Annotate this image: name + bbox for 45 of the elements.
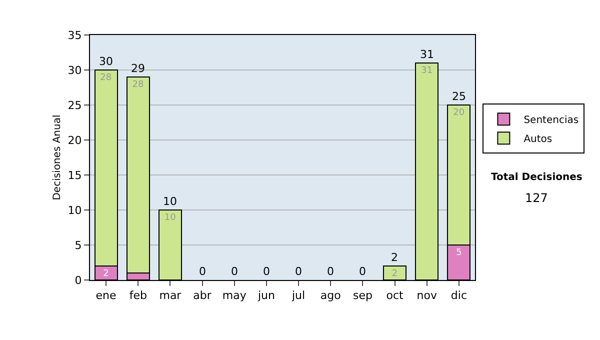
y-tick-label: 0 [74, 274, 82, 287]
data-label: 31 [421, 66, 433, 76]
legend-label: Sentencias [524, 115, 579, 126]
total-label: 0 [359, 265, 366, 278]
data-label: 5 [456, 248, 462, 258]
y-axis-title: Decisiones Anual [52, 114, 63, 200]
y-tick-label: 35 [68, 28, 82, 42]
y-tick-label: 10 [68, 204, 82, 217]
data-label: 10 [164, 213, 176, 223]
total-label: 0 [231, 265, 238, 278]
total-label: 25 [452, 90, 466, 103]
x-tick-label: oct [386, 289, 404, 302]
x-tick-label: may [222, 289, 247, 302]
x-tick-label: mar [159, 289, 182, 302]
x-tick-label: jul [290, 289, 306, 302]
x-tick-label: ago [320, 289, 342, 302]
total-label: 0 [199, 265, 206, 278]
x-tick-label: jun [256, 289, 275, 302]
total-label: 29 [131, 62, 145, 75]
x-tick-label: nov [416, 289, 438, 302]
y-tick-label: 20 [68, 134, 82, 147]
x-tick-label: dic [450, 289, 468, 302]
legend-label: Autos [524, 134, 552, 145]
y-tick-label: 15 [68, 168, 82, 182]
x-tick-label: abr [193, 289, 212, 302]
total-label: 0 [263, 265, 270, 278]
data-label: 2 [103, 269, 109, 279]
text: Total Decisiones [491, 172, 582, 183]
data-label: 28 [132, 80, 144, 90]
total-label: 0 [327, 265, 334, 278]
y-tick-label: 30 [68, 64, 82, 77]
total-label: 30 [99, 55, 113, 68]
total-label: 31 [420, 48, 434, 61]
x-tick-label: feb [129, 289, 147, 302]
total-label: 2 [391, 251, 398, 264]
total-label: 10 [163, 195, 177, 208]
x-tick-label: ene [96, 289, 117, 302]
data-label: 20 [453, 108, 465, 118]
data-label: 28 [100, 73, 112, 83]
data-label: 2 [392, 269, 398, 279]
x-tick-label: sep [352, 289, 372, 302]
y-tick-label: 25 [68, 98, 82, 112]
y-tick-label: 5 [74, 238, 82, 252]
total-label: 0 [295, 265, 302, 278]
text: 127 [525, 191, 548, 205]
